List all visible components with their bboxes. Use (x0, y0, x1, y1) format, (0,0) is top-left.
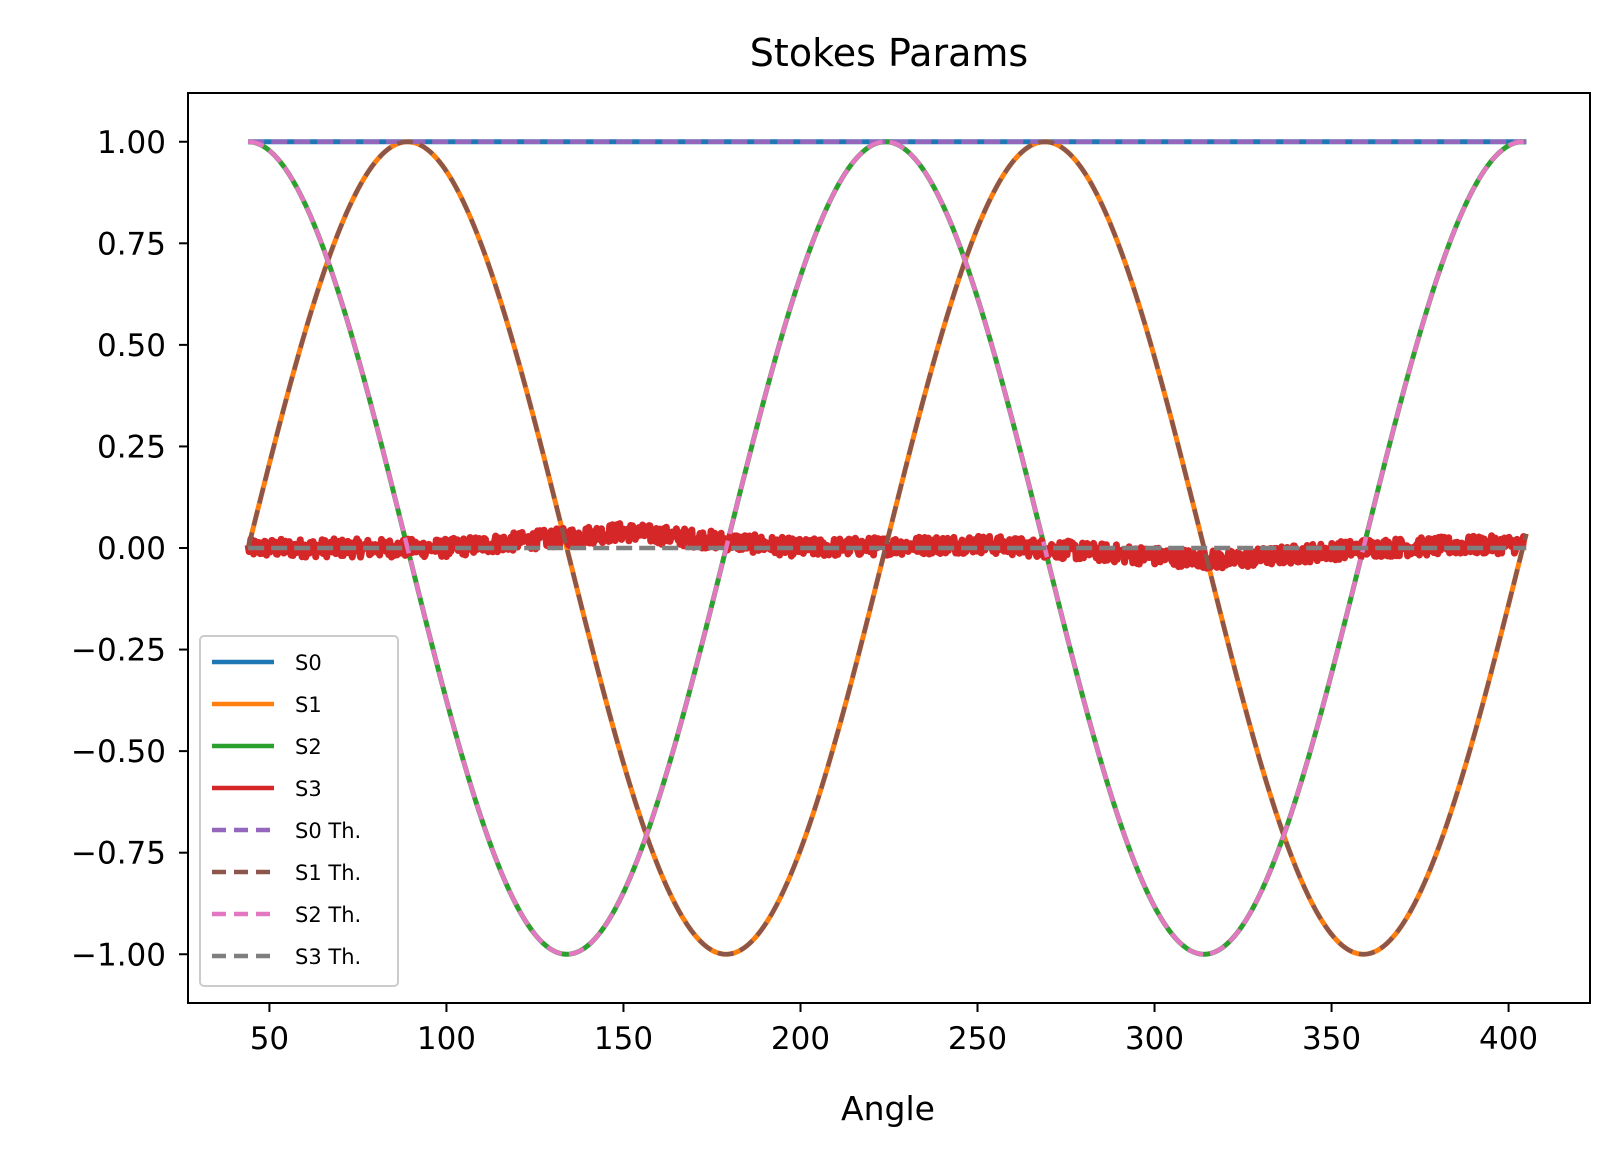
x-axis-label: Angle (841, 1089, 935, 1128)
y-tick-label: 0.50 (97, 328, 166, 364)
x-tick-label: 400 (1479, 1021, 1538, 1057)
series-s1-th (246, 139, 1529, 957)
x-tick-label: 250 (948, 1021, 1007, 1057)
legend-label-s3-th: S3 Th. (295, 945, 361, 969)
y-tick-label: 0.25 (97, 429, 166, 465)
x-tick-label: 200 (771, 1021, 830, 1057)
y-axis: 1.00 0.75 0.50 0.25 0.00 −0.25 −0.50 −0.75 −1.00 (71, 125, 188, 973)
x-tick-label: 300 (1125, 1021, 1184, 1057)
legend-label-s1-th: S1 Th. (295, 861, 361, 885)
x-axis: 50 100 150 200 250 300 350 400 (250, 1003, 1538, 1057)
legend-label-s1: S1 (295, 693, 322, 717)
legend-label-s0-th: S0 Th. (295, 819, 361, 843)
y-tick-label: 1.00 (97, 125, 166, 161)
y-tick-label: 0.00 (97, 531, 166, 567)
x-tick-label: 100 (417, 1021, 476, 1057)
y-tick-label: −1.00 (71, 937, 166, 973)
legend-label-s0: S0 (295, 651, 322, 675)
y-tick-label: −0.75 (71, 836, 166, 872)
y-tick-label: −0.25 (71, 633, 166, 669)
x-tick-label: 50 (250, 1021, 289, 1057)
legend-label-s3: S3 (295, 777, 322, 801)
legend-label-s2: S2 (295, 735, 322, 759)
chart-title: Stokes Params (750, 31, 1028, 75)
series-layer (244, 139, 1529, 957)
legend: S0 S1 S2 S3 S0 Th. S1 Th. S2 Th. S3 Th. (199, 635, 399, 987)
legend-label-s2-th: S2 Th. (295, 903, 361, 927)
series-s2-th (248, 139, 1527, 957)
y-tick-label: 0.75 (97, 226, 166, 262)
x-tick-label: 350 (1302, 1021, 1361, 1057)
y-tick-label: −0.50 (71, 734, 166, 770)
legend-box (199, 635, 399, 987)
x-tick-label: 150 (594, 1021, 653, 1057)
